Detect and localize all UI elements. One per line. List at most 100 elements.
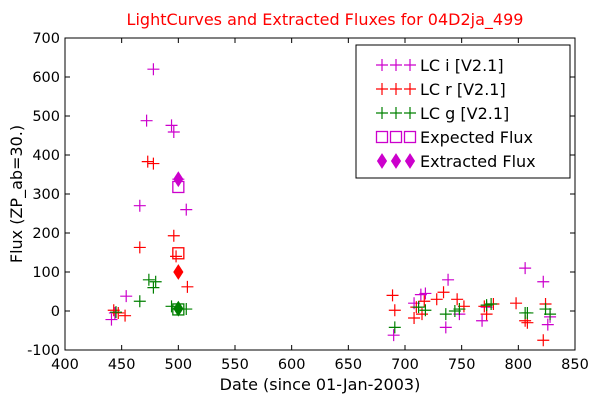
x-tick-label: 650 [334,357,362,373]
expected-flux-point [172,247,185,260]
extracted-flux-point [173,300,184,317]
x-tick-label: 400 [51,357,79,373]
data-point [386,289,399,302]
x-tick-label: 850 [561,357,589,373]
data-point [419,287,432,300]
legend-entry: LC r [V2.1] [376,80,506,99]
data-point [510,297,523,310]
legend-marker [376,59,388,71]
legend-marker [404,153,416,169]
data-point [439,308,452,321]
y-tick-label: 0 [51,304,60,320]
y-tick-label: -100 [27,343,60,359]
data-point [451,293,464,306]
legend-entry: Extracted Flux [376,152,536,171]
data-point [119,309,132,322]
data-point [437,286,450,299]
legend-marker [390,83,402,95]
legend-marker [376,107,388,119]
data-point [133,241,146,254]
legend-entry: LC i [V2.1] [376,56,504,75]
data-point [105,313,118,326]
legend-marker [376,83,388,95]
x-tick-label: 550 [221,357,249,373]
data-point [388,304,401,317]
data-point [478,300,491,313]
data-point [110,306,122,319]
series-1 [107,155,552,347]
data-point [147,157,160,170]
data-point [167,229,180,242]
legend-label: LC i [V2.1] [420,56,504,75]
x-tick-label: 450 [108,357,136,373]
x-tick-label: 750 [448,357,476,373]
data-point [419,304,432,317]
legend-marker [389,130,403,144]
data-point [408,312,421,325]
data-point [181,280,194,293]
data-point [544,308,557,321]
x-axis-label: Date (since 01-Jan-2003) [220,375,421,394]
chart-title: LightCurves and Extracted Fluxes for 04D… [127,10,524,30]
legend-entry: LC g [V2.1] [376,104,509,123]
data-point [140,114,153,127]
data-point [412,301,425,314]
data-point [430,293,443,306]
data-point [142,273,155,286]
data-point [453,303,466,316]
data-point [476,314,489,327]
y-tick-label: 500 [32,109,60,125]
data-point [147,63,160,76]
y-tick-label: 200 [32,226,60,242]
y-tick-label: 300 [32,187,60,203]
y-tick-label: 400 [32,148,60,164]
axis-ticks: 400 450 500 550 600 650 700 750 800 850 -100 0 100 20… [27,31,589,373]
legend-label: LC g [V2.1] [420,104,509,123]
legend-marker [404,83,416,95]
data-point [165,119,178,132]
x-tick-label: 500 [164,357,192,373]
legend-marker [390,153,402,169]
data-point [485,297,498,310]
legend-marker [390,59,402,71]
data-point [112,306,125,319]
data-point [537,275,550,288]
legend: LC i [V2.1] LC r [V2.1] LC g [V2.1] Expecte… [355,44,571,179]
data-point [541,318,554,331]
data-point [387,329,400,342]
data-point [442,273,455,286]
y-tick-label: 700 [32,31,60,47]
data-point [439,321,452,334]
extracted-flux-point [173,264,184,280]
legend-marker [390,107,402,119]
data-point [167,125,180,138]
legend-marker [375,130,389,144]
plot-area [105,63,557,347]
data-point [141,155,154,168]
data-point [133,199,146,212]
x-tick-label: 700 [391,357,419,373]
legend-label: Expected Flux [420,128,533,147]
data-point [418,295,431,308]
data-point [521,306,534,319]
data-point [537,334,550,347]
series-3 [172,180,185,316]
legend-label: Extracted Flux [420,152,536,171]
data-point [170,250,183,263]
data-point [180,203,193,216]
data-point [120,290,133,303]
y-tick-label: 100 [32,265,60,281]
y-axis-label: Flux (ZP_ab=30.) [7,125,27,263]
legend-marker [404,59,416,71]
series-2 [110,273,557,334]
data-point [133,295,146,308]
data-point [147,281,160,294]
y-tick-label: 600 [32,70,60,86]
legend-box [355,44,571,179]
series-4 [173,171,184,317]
legend-marker [376,153,388,169]
legend-marker [403,130,417,144]
legend-marker [404,107,416,119]
x-tick-label: 800 [504,357,532,373]
